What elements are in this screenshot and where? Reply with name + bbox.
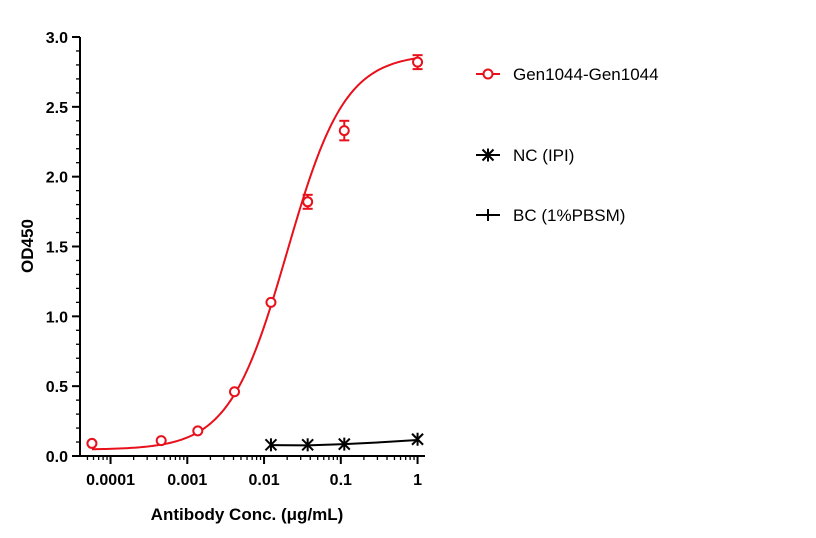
legend-label: BC (1%PBSM) bbox=[513, 206, 625, 225]
gen1044-point bbox=[228, 386, 240, 398]
x-tick-label: 0.1 bbox=[330, 472, 352, 489]
y-axis-title: OD450 bbox=[18, 219, 37, 273]
nc-ipi-point bbox=[301, 438, 314, 452]
x-axis-title: Antibody Conc. (μg/mL) bbox=[151, 505, 344, 524]
nc-ipi-point bbox=[411, 432, 424, 446]
y-tick-label: 0.5 bbox=[46, 379, 68, 396]
x-tick-label: 0.0001 bbox=[86, 472, 135, 489]
legend-label: Gen1044-Gen1044 bbox=[513, 65, 659, 84]
nc-ipi-point bbox=[264, 438, 278, 452]
legend-marker-star bbox=[481, 148, 495, 162]
x-tick-label: 0.01 bbox=[248, 472, 279, 489]
gen1044-point bbox=[412, 56, 424, 68]
gen1044-fit-curve bbox=[91, 57, 418, 451]
nc-ipi-point bbox=[338, 437, 351, 451]
x-tick-label: 1 bbox=[413, 472, 422, 489]
gen1044-point bbox=[265, 296, 277, 308]
y-tick-label: 3.0 bbox=[46, 30, 68, 47]
gen1044-point bbox=[302, 196, 314, 208]
y-tick-label: 2.0 bbox=[46, 170, 68, 187]
axes: OD450 Antibody Conc. (μg/mL) 0.0 0.5 1.0 1.… bbox=[18, 30, 425, 524]
y-tick-label: 2.5 bbox=[46, 100, 68, 117]
gen1044-point bbox=[338, 125, 350, 137]
legend-marker-circle bbox=[482, 68, 494, 80]
y-tick-label: 1.0 bbox=[46, 309, 68, 326]
gen1044-point bbox=[155, 435, 167, 447]
legend-label: NC (IPI) bbox=[513, 146, 574, 165]
x-tick-label: 0.001 bbox=[167, 472, 207, 489]
plot-area bbox=[86, 54, 424, 452]
gen1044-point bbox=[192, 425, 204, 437]
gen1044-point bbox=[86, 437, 98, 449]
legend: Gen1044-Gen1044 NC (IPI) BC (1%PBSM) bbox=[476, 65, 659, 225]
legend-marker-plus bbox=[482, 209, 494, 221]
y-tick-label: 0.0 bbox=[46, 449, 68, 466]
y-tick-label: 1.5 bbox=[46, 240, 68, 257]
